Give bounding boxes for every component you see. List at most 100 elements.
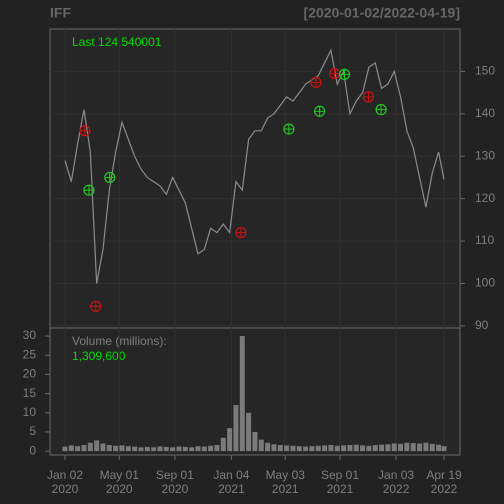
volume-bar: [157, 446, 163, 452]
volume-bar: [239, 336, 245, 452]
volume-bar: [132, 446, 138, 452]
price-line: [64, 48, 445, 284]
volume-bar: [220, 437, 226, 452]
volume-bar: [296, 446, 302, 452]
volume-bar: [81, 445, 87, 452]
volume-bar: [353, 444, 359, 452]
y-tick-label: 90: [475, 318, 489, 332]
volume-bar: [214, 445, 220, 452]
volume-bar: [62, 446, 68, 452]
y-tick-label: 30: [23, 328, 37, 342]
volume-bar: [119, 445, 125, 452]
y-tick-label: 130: [475, 148, 495, 162]
volume-bar: [68, 445, 74, 452]
volume-bar: [87, 442, 93, 452]
volume-bar: [227, 428, 233, 452]
y-tick-label: 140: [475, 106, 495, 120]
volume-bar: [233, 405, 239, 452]
volume-bar: [195, 446, 201, 452]
volume-bar: [106, 445, 112, 452]
y-tick-label: 110: [475, 233, 494, 247]
volume-bar: [100, 443, 106, 452]
volume-bar: [429, 443, 435, 452]
volume-bar: [410, 443, 416, 452]
volume-bar: [271, 444, 277, 452]
volume-bar: [138, 447, 144, 452]
signal-marker: [83, 184, 95, 196]
volume-bar: [75, 446, 81, 452]
last-price: Last 124.540001: [72, 35, 162, 49]
volume-bar: [277, 445, 283, 452]
x-tick-label: May 03 2021: [266, 468, 306, 496]
volume-bar: [436, 444, 442, 452]
x-tick-label: May 01 2020: [100, 468, 140, 496]
signal-marker: [79, 125, 91, 137]
volume-bar: [423, 442, 429, 452]
volume-bar: [125, 446, 131, 452]
volume-bar: [341, 445, 347, 452]
volume-bar: [303, 446, 309, 452]
x-tick-label: Jan 02 2020: [47, 468, 83, 496]
volume-bar: [385, 444, 391, 452]
y-tick-label: 100: [475, 276, 495, 290]
volume-bar: [151, 447, 157, 452]
volume-bar: [144, 446, 150, 452]
volume-bar: [176, 446, 182, 452]
y-tick-label: 5: [29, 424, 36, 438]
volume-bar: [441, 446, 447, 452]
volume-bar: [309, 446, 315, 452]
x-tick-label: Apr 19 2022: [426, 468, 462, 496]
volume-bar: [404, 442, 410, 452]
signal-marker: [314, 105, 326, 117]
signal-marker: [90, 300, 102, 312]
volume-bar: [265, 442, 271, 452]
volume-bar: [360, 445, 366, 452]
volume-bar: [246, 412, 252, 452]
x-tick-label: Jan 03 2022: [378, 468, 414, 496]
signal-marker: [375, 103, 387, 116]
volume-bar: [113, 445, 119, 452]
volume-bar: [417, 443, 423, 452]
x-tick-label: Sep 01 2021: [321, 468, 359, 496]
volume-bar: [94, 440, 100, 452]
y-tick-label: 0: [29, 443, 36, 457]
y-tick-label: 15: [23, 386, 37, 400]
y-tick-label: 25: [23, 347, 37, 361]
volume-bar: [391, 443, 397, 452]
volume-bar: [201, 446, 207, 452]
y-tick-label: 120: [475, 191, 495, 205]
y-tick-label: 20: [23, 367, 37, 381]
volume-bar: [290, 445, 296, 452]
signal-marker: [362, 91, 375, 103]
volume-bar: [322, 445, 328, 452]
signal-marker: [328, 67, 341, 80]
volume-bar: [252, 431, 258, 452]
volume-bar: [372, 445, 378, 452]
volume-bar: [258, 439, 264, 452]
signal-marker: [235, 226, 247, 239]
signal-marker: [310, 76, 322, 89]
volume-bar: [334, 445, 340, 452]
volume-bar: [208, 445, 214, 452]
volume-bar: [328, 445, 334, 452]
volume-bar: [379, 444, 385, 452]
volume-bar: [182, 446, 188, 452]
x-tick-label: Sep 01 2020: [156, 468, 194, 496]
volume-bar: [347, 445, 353, 452]
volume-bar: [366, 445, 372, 452]
volume-bar: [398, 443, 404, 452]
volume-bar: [189, 447, 195, 452]
volume-bar: [170, 447, 176, 452]
chart-title: IFF: [50, 5, 71, 21]
date-range: [2020-01-02/2022-04-19]: [304, 5, 460, 21]
x-tick-label: Jan 04 2021: [213, 468, 249, 496]
price-panel: [49, 28, 461, 329]
volume-bar: [284, 445, 290, 452]
volume-bar: [315, 445, 321, 452]
volume-value: 1,309,600: [72, 349, 126, 363]
signal-marker: [338, 68, 351, 80]
y-tick-label: 10: [23, 405, 37, 419]
signal-marker: [283, 123, 295, 135]
